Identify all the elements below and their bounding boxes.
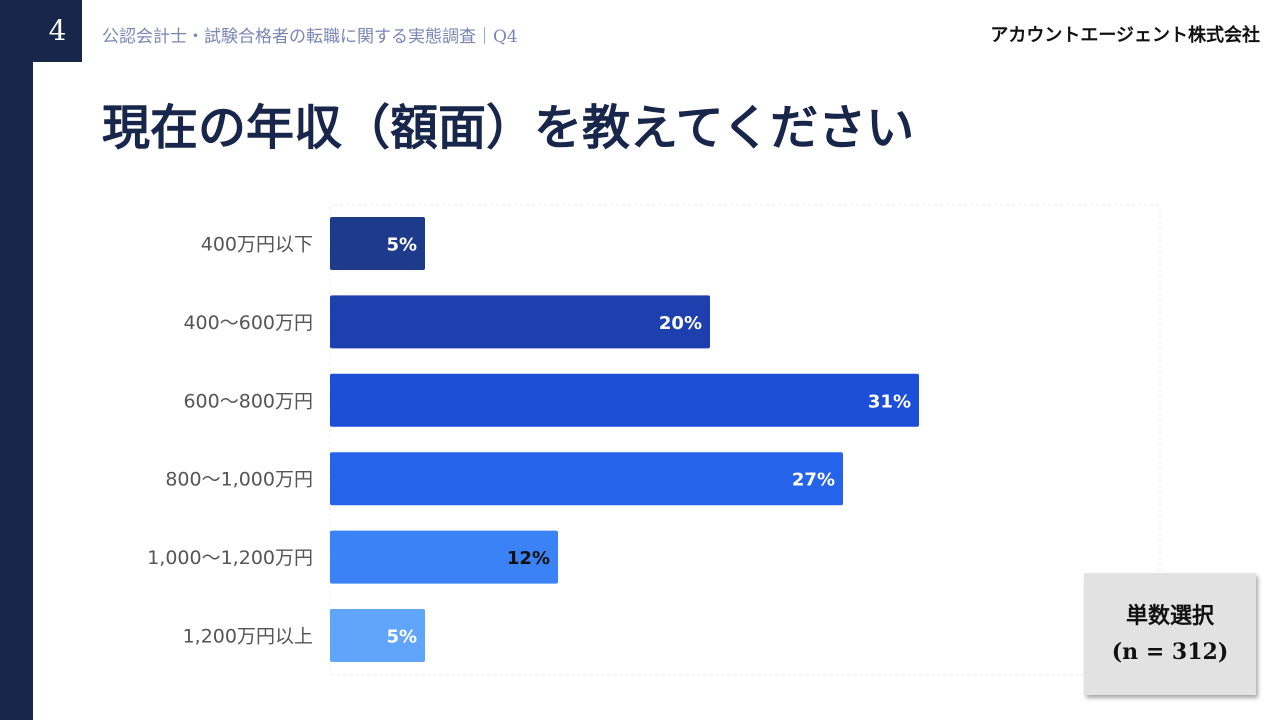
page-number: 4 bbox=[33, 0, 82, 62]
data-label: 5% bbox=[386, 627, 417, 648]
bar bbox=[330, 609, 425, 662]
category-label: 800〜1,000万円 bbox=[165, 469, 313, 491]
bar bbox=[330, 217, 425, 270]
bar bbox=[330, 530, 558, 584]
category-label: 1,000〜1,200万円 bbox=[147, 547, 313, 569]
category-label: 400万円以下 bbox=[201, 234, 313, 256]
bar bbox=[330, 452, 843, 506]
data-label: 31% bbox=[868, 391, 911, 412]
selection-type: 単数選択 bbox=[1125, 603, 1214, 629]
bar bbox=[330, 295, 710, 349]
data-label: 12% bbox=[507, 548, 550, 569]
plot-area-frame bbox=[329, 204, 1161, 676]
data-label: 20% bbox=[659, 313, 702, 334]
header-subtitle: 公認会計士・試験合格者の転職に関する実態調査｜Q4 bbox=[102, 27, 518, 47]
data-label: 27% bbox=[792, 470, 835, 491]
page-title: 現在の年収（額面）を教えてください bbox=[102, 100, 915, 156]
company-name: アカウントエージェント株式会社 bbox=[990, 25, 1260, 46]
data-label: 5% bbox=[386, 235, 417, 256]
category-label: 600〜800万円 bbox=[183, 390, 313, 412]
category-label: 400〜600万円 bbox=[183, 312, 313, 334]
selection-note: 単数選択 (n = 312) bbox=[1084, 573, 1256, 695]
bar bbox=[330, 373, 919, 427]
left-strip bbox=[0, 0, 33, 720]
sample-size: (n = 312) bbox=[1111, 639, 1229, 665]
category-label: 1,200万円以上 bbox=[183, 626, 313, 648]
